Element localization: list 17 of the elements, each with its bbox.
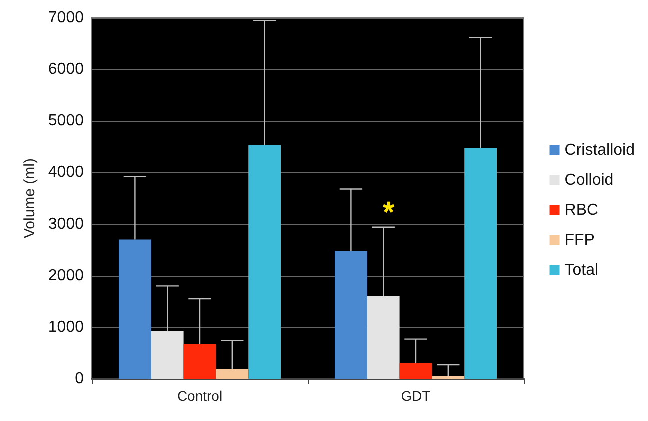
y-tick-label: 6000 bbox=[48, 61, 84, 78]
y-tick-label: 7000 bbox=[48, 10, 84, 26]
y-tick-label: 4000 bbox=[48, 164, 84, 182]
y-tick-label: 1000 bbox=[48, 318, 84, 336]
legend-label: Cristalloid bbox=[564, 142, 636, 159]
x-tick-label: GDT bbox=[401, 388, 432, 404]
y-tick-label: 2000 bbox=[48, 267, 84, 284]
y-axis-title: Volume (ml) bbox=[22, 158, 39, 239]
legend-label: Total bbox=[564, 262, 599, 279]
y-tick-label: 0 bbox=[75, 370, 84, 388]
annotation: * bbox=[383, 196, 395, 230]
x-tick-label: Control bbox=[177, 388, 223, 404]
legend-label: FFP bbox=[564, 232, 595, 249]
y-tick-label: 3000 bbox=[48, 216, 84, 233]
legend-label: RBC bbox=[564, 202, 599, 219]
legend-label: Colloid bbox=[564, 172, 614, 189]
y-tick-label: 5000 bbox=[48, 112, 84, 130]
